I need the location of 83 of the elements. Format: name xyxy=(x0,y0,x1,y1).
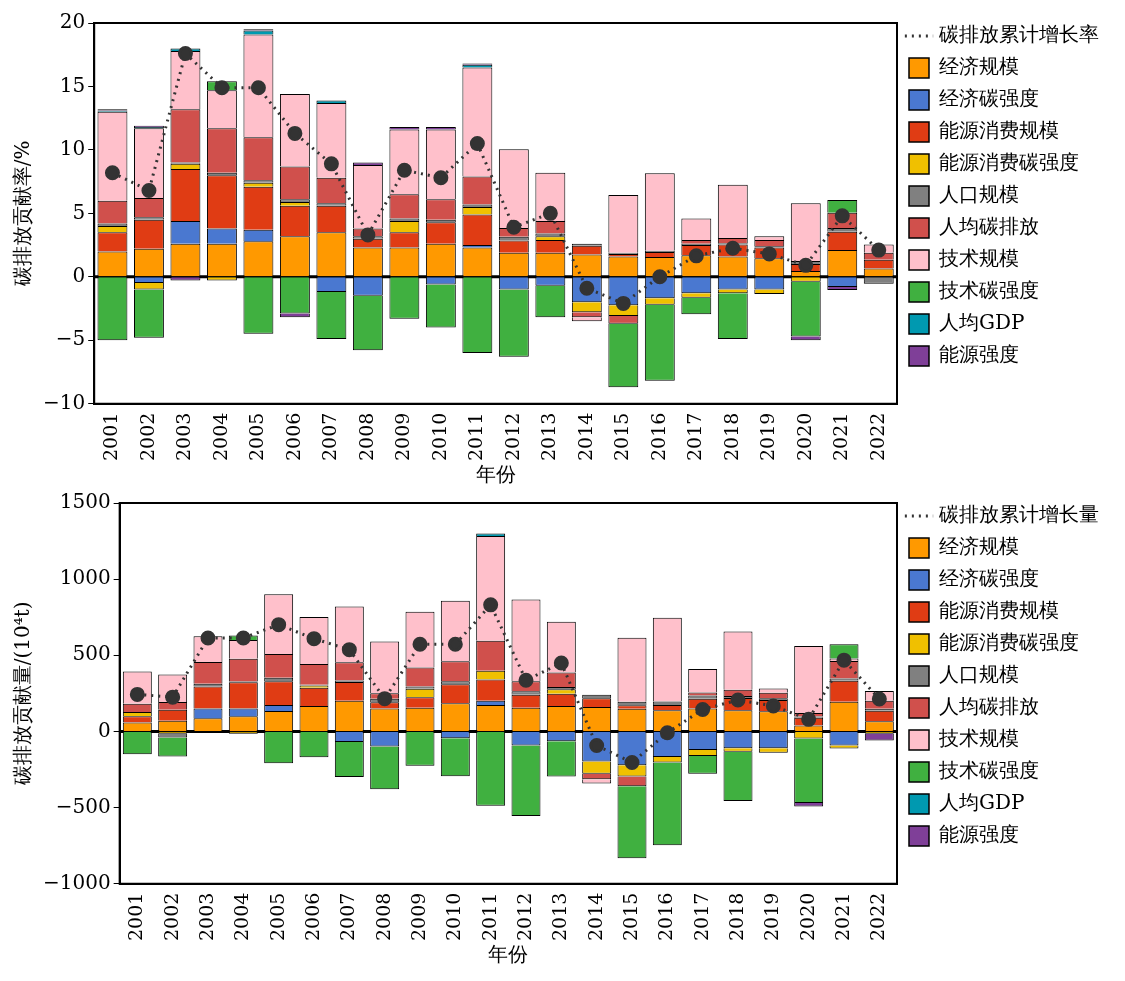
x-tick-label: 2018 xyxy=(724,892,747,942)
x-tick-label: 2019 xyxy=(756,412,779,462)
x-tick-label: 2009 xyxy=(391,412,414,462)
legend-label: 能源强度 xyxy=(939,342,1019,367)
y-tick-label: 1500 xyxy=(59,489,111,514)
x-tick-label: 2005 xyxy=(265,892,288,942)
x-tick-label: 2022 xyxy=(866,892,889,942)
x-tick-label: 2006 xyxy=(300,892,323,942)
legend-label: 经济碳强度 xyxy=(939,566,1039,591)
x-tick-label: 2009 xyxy=(406,892,429,942)
legend-label: 人均碳排放 xyxy=(939,214,1039,239)
x-tick-label: 2020 xyxy=(792,412,815,462)
legend-label: 人均碳排放 xyxy=(939,694,1039,719)
legend-label: 技术规模 xyxy=(938,246,1019,271)
y-tick-label: −500 xyxy=(55,793,111,818)
y-tick-label: −1000 xyxy=(43,869,111,894)
legend-label: 人均GDP xyxy=(939,790,1025,815)
y-tick-label: 10 xyxy=(59,136,86,161)
x-tick-label: 2001 xyxy=(99,412,122,462)
x-tick-label: 2019 xyxy=(760,892,783,942)
x-tick-label: 2007 xyxy=(318,412,341,462)
x-tick-label: 2011 xyxy=(464,412,487,462)
x-tick-label: 2002 xyxy=(159,892,182,942)
x-tick-label: 2020 xyxy=(795,892,818,942)
x-tick-label: 2004 xyxy=(208,412,231,462)
legend-label: 经济规模 xyxy=(939,534,1019,559)
legend-label: 能源消费规模 xyxy=(939,598,1059,623)
legend-label: 能源消费碳强度 xyxy=(939,150,1079,175)
x-tick-label: 2006 xyxy=(281,412,304,462)
x-tick-label: 2003 xyxy=(194,892,217,942)
x-tick-label: 2012 xyxy=(500,412,523,462)
x-tick-label: 2021 xyxy=(830,892,853,942)
x-tick-label: 2015 xyxy=(618,892,641,942)
x-tick-label: 2022 xyxy=(865,412,888,462)
x-axis-title: 年份 xyxy=(475,462,516,487)
y-tick-label: 5 xyxy=(72,199,86,224)
x-tick-label: 2014 xyxy=(583,892,606,942)
y-tick-label: 0 xyxy=(72,262,86,287)
legend-label: 碳排放累计增长率 xyxy=(938,22,1099,47)
y-tick-label: −10 xyxy=(42,389,86,414)
y-axis-title: 碳排放贡献率/% xyxy=(10,140,35,288)
legend-label: 技术碳强度 xyxy=(938,278,1039,303)
x-tick-label: 2003 xyxy=(172,412,195,462)
x-tick-label: 2021 xyxy=(829,412,852,462)
x-tick-label: 2007 xyxy=(336,892,359,942)
y-tick-label: 500 xyxy=(72,641,111,666)
x-tick-label: 2017 xyxy=(683,412,706,462)
legend-label: 经济规模 xyxy=(939,54,1019,79)
x-tick-label: 2001 xyxy=(124,892,147,942)
y-axis-title: 碳排放贡献量/(10⁴t) xyxy=(10,601,35,787)
y-tick-label: 20 xyxy=(59,9,86,34)
legend-label: 技术规模 xyxy=(938,726,1019,751)
y-tick-label: 0 xyxy=(97,717,111,742)
y-tick-label: 15 xyxy=(59,72,86,97)
legend-label: 碳排放累计增长量 xyxy=(938,502,1099,527)
x-tick-label: 2016 xyxy=(654,892,677,942)
x-tick-label: 2013 xyxy=(537,412,560,462)
y-tick-label: 1000 xyxy=(59,565,111,590)
x-tick-label: 2018 xyxy=(719,412,742,462)
legend-label: 人口规模 xyxy=(939,182,1019,207)
legend-label: 人口规模 xyxy=(939,662,1019,687)
x-tick-label: 2011 xyxy=(477,892,500,942)
x-tick-label: 2004 xyxy=(230,892,253,942)
x-tick-label: 2017 xyxy=(689,892,712,942)
legend-label: 人均GDP xyxy=(939,310,1025,335)
x-tick-label: 2012 xyxy=(512,892,535,942)
x-tick-label: 2008 xyxy=(371,892,394,942)
x-tick-label: 2008 xyxy=(354,412,377,462)
legend-label: 技术碳强度 xyxy=(938,758,1039,783)
legend-label: 经济碳强度 xyxy=(939,86,1039,111)
x-tick-label: 2010 xyxy=(442,892,465,942)
x-tick-label: 2010 xyxy=(427,412,450,462)
x-tick-label: 2002 xyxy=(135,412,158,462)
legend-label: 能源强度 xyxy=(939,822,1019,847)
legend-label: 能源消费碳强度 xyxy=(939,630,1079,655)
x-axis-title: 年份 xyxy=(488,942,529,967)
legend-label: 能源消费规模 xyxy=(939,118,1059,143)
y-tick-label: −5 xyxy=(55,326,86,351)
x-tick-label: 2016 xyxy=(646,412,669,462)
x-tick-label: 2014 xyxy=(573,412,596,462)
x-tick-label: 2013 xyxy=(548,892,571,942)
x-tick-label: 2005 xyxy=(245,412,268,462)
x-tick-label: 2015 xyxy=(610,412,633,462)
